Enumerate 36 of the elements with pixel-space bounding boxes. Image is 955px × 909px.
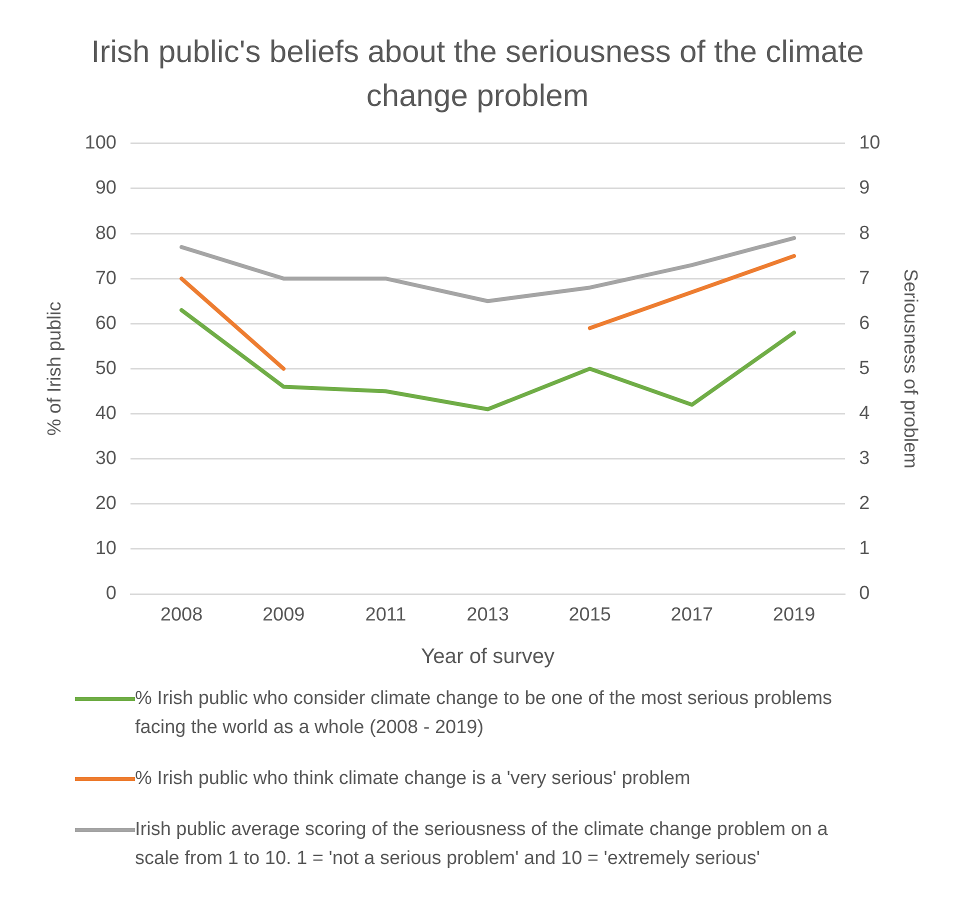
x-axis-title: Year of survey	[421, 645, 556, 668]
y2-tick-label: 0	[859, 583, 870, 604]
y-axis-title: % of Irish public	[44, 302, 66, 436]
y-tick-label: 0	[106, 583, 116, 604]
y-tick-label: 70	[95, 268, 116, 289]
y-tick-label: 20	[95, 493, 116, 514]
y2-tick-label: 8	[859, 222, 870, 244]
chart-title: Irish public's beliefs about the seriousness of the climate change problem	[90, 33, 865, 115]
legend-label: % Irish public who think climate change is a 'very serious' problem	[135, 767, 690, 791]
y-tick-label: 100	[84, 132, 116, 154]
y-tick-label: 60	[95, 312, 116, 334]
y-tick-label: 30	[95, 448, 116, 470]
y2-tick-label: 3	[859, 448, 870, 470]
x-tick-label: 2011	[365, 604, 406, 626]
x-tick-label: 2015	[568, 604, 612, 626]
x-tick-label: 2013	[466, 604, 509, 626]
y-tick-label: 50	[95, 358, 116, 379]
y2-tick-label: 5	[859, 358, 870, 379]
y-tick-label: 40	[95, 402, 116, 424]
y-tick-label: 90	[95, 178, 116, 199]
y2-tick-label: 4	[859, 402, 870, 424]
y2-tick-label: 7	[859, 268, 870, 289]
legend-label: Irish public average scoring of the seriousness of the climate change problem on a scale from 1 to 10. 1 = 'not a serious problem' and 10 = 'extremely serious'	[135, 818, 829, 871]
x-tick-label: 2017	[670, 604, 714, 626]
y-tick-label: 10	[95, 538, 116, 560]
y2-tick-label: 9	[859, 178, 870, 199]
y2-tick-label: 1	[859, 538, 870, 560]
x-tick-label: 2009	[262, 604, 305, 626]
x-tick-label: 2008	[160, 604, 203, 626]
legend-label: % Irish public who consider climate change to be one of the most serious problems facing the world as a whole (2008 - 2019)	[135, 687, 834, 740]
y-tick-label: 80	[95, 222, 116, 244]
y2-tick-label: 2	[859, 493, 870, 514]
y2-tick-label: 10	[859, 132, 880, 154]
y2-tick-label: 6	[859, 312, 870, 334]
y2-axis-title: Seriousness of problem	[899, 268, 920, 469]
x-tick-label: 2019	[772, 604, 816, 626]
